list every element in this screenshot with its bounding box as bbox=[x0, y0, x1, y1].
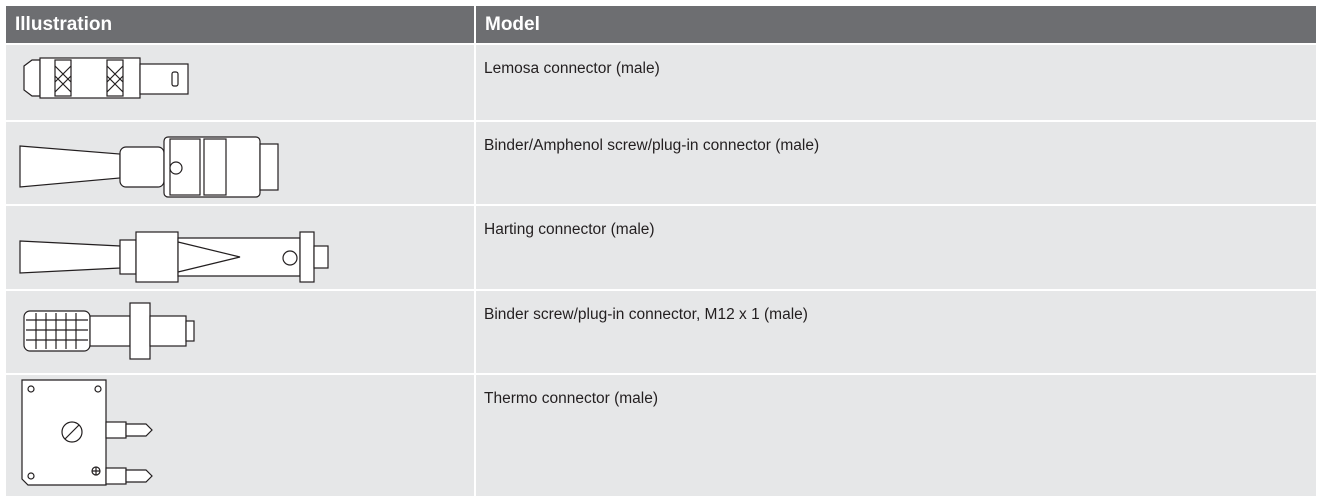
header-cell: Illustration bbox=[6, 6, 474, 43]
model-cell: Thermo connector (male) bbox=[476, 375, 1316, 496]
model-cell: Lemosa connector (male) bbox=[476, 45, 1316, 120]
model-cell: Binder/Amphenol screw/plug-in connector … bbox=[476, 122, 1316, 204]
harting-icon bbox=[19, 231, 329, 283]
header-cell: Model bbox=[476, 6, 1316, 43]
binder-m12-icon bbox=[23, 302, 195, 360]
model-cell: Binder screw/plug-in connector, M12 x 1 … bbox=[476, 291, 1316, 373]
thermo-icon bbox=[21, 379, 153, 486]
lemosa-icon bbox=[23, 57, 189, 99]
binder-amphenol-icon bbox=[19, 136, 279, 198]
model-cell: Harting connector (male) bbox=[476, 206, 1316, 289]
